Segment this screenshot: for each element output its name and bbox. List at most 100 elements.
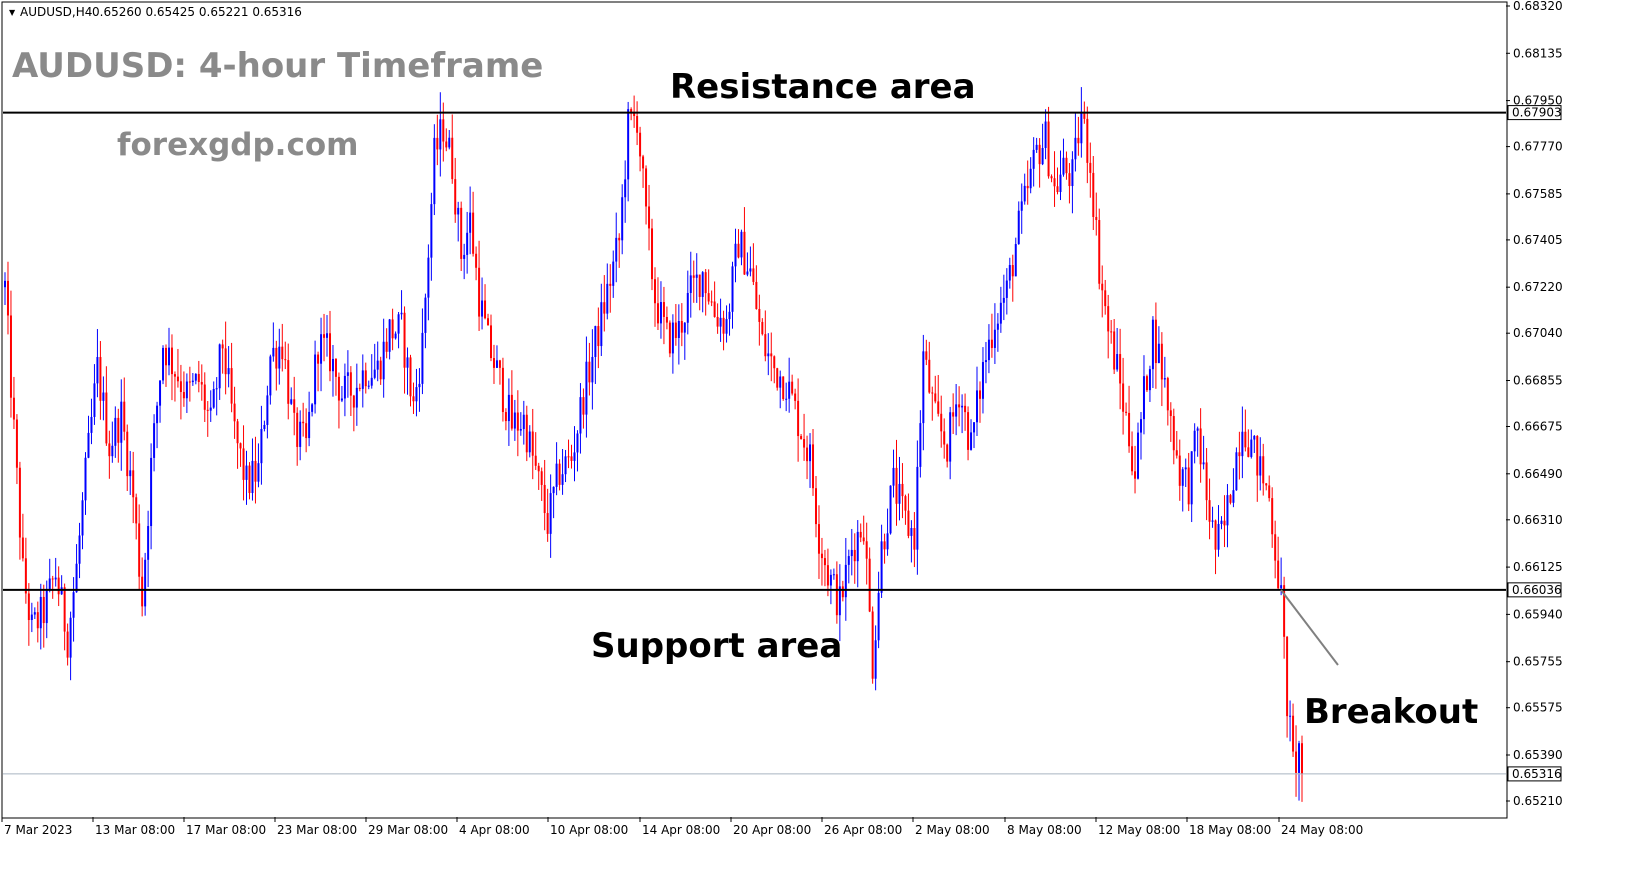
y-tick-label: 0.65575 [1513, 701, 1563, 715]
candle [439, 92, 442, 177]
candle [433, 124, 436, 216]
candle [367, 380, 370, 390]
candle-body [594, 326, 597, 357]
candle-body [895, 467, 898, 504]
candle-body [946, 444, 949, 462]
x-tick-label: 10 Apr 08:00 [550, 823, 628, 837]
candle [260, 405, 263, 485]
y-tick-label: 0.68135 [1513, 46, 1563, 60]
candle-body [194, 373, 197, 381]
candle-body [993, 329, 996, 348]
candle-body [1101, 283, 1104, 291]
candle-body [260, 428, 263, 464]
candle [832, 568, 835, 580]
candle [15, 414, 18, 485]
candle-body [96, 357, 99, 384]
candle [84, 452, 87, 515]
candle-body [1238, 452, 1241, 457]
candle [460, 201, 463, 271]
candle [308, 391, 311, 447]
candle [206, 401, 209, 437]
candle [537, 462, 540, 490]
candle-body [624, 179, 627, 198]
candle [290, 387, 293, 406]
candle-body [337, 376, 340, 401]
candle [185, 373, 188, 413]
candle-body [832, 574, 835, 576]
candle [1217, 505, 1220, 557]
candle-body [931, 392, 934, 394]
candle-body [686, 292, 689, 323]
candle-body [147, 526, 150, 560]
candle [859, 523, 862, 543]
candle-body [320, 334, 323, 364]
candle [21, 513, 24, 562]
candle-body [591, 356, 594, 383]
candle-body [340, 398, 343, 401]
candle-body [1289, 715, 1292, 717]
candle [93, 364, 96, 425]
candle [746, 252, 749, 277]
candle-body [373, 369, 376, 378]
candle-body [919, 423, 922, 467]
candle-body [1247, 447, 1250, 457]
candle [1298, 740, 1301, 801]
candle-body [800, 436, 803, 440]
candle [716, 303, 719, 334]
candle [662, 286, 665, 345]
candle-body [108, 443, 111, 457]
candle [230, 342, 233, 413]
candle-body [156, 405, 159, 424]
candle-body [1274, 534, 1277, 561]
candle [1011, 254, 1014, 302]
candle-body [653, 279, 656, 304]
candle [558, 459, 561, 491]
candle-body [1169, 410, 1172, 417]
candle [278, 328, 281, 385]
candle [1113, 318, 1116, 375]
candle-body [492, 358, 495, 368]
candle-body [126, 431, 129, 477]
candle [141, 557, 144, 617]
candle-body [600, 302, 603, 347]
candle-body [206, 409, 209, 411]
watermark-text: forexgdp.com [117, 127, 358, 163]
candle-body [1053, 178, 1056, 187]
candle [880, 524, 883, 598]
candle-body [188, 381, 191, 383]
candle [913, 512, 916, 568]
candle [182, 371, 185, 407]
candle-body [1220, 520, 1223, 524]
y-tick-label: 0.66310 [1513, 513, 1563, 527]
candle [949, 406, 952, 480]
candle [862, 515, 865, 545]
candle [1065, 151, 1068, 180]
candle-body [239, 443, 242, 449]
candle-body [1265, 483, 1268, 486]
candle [901, 463, 904, 519]
candle [704, 269, 707, 316]
candle [176, 348, 179, 388]
candle-body [200, 382, 203, 385]
candle-body [722, 317, 725, 334]
candle-body [1026, 185, 1029, 189]
candle-body [63, 587, 66, 632]
candle-body [1023, 185, 1026, 202]
header-dropdown-icon[interactable]: ▼ [9, 8, 16, 17]
candle-body [12, 397, 15, 420]
candle-body [892, 467, 895, 486]
candle [370, 354, 373, 389]
candle [671, 314, 674, 374]
candle-body [165, 347, 168, 366]
candle-body [317, 354, 320, 364]
candle-body [1277, 560, 1280, 589]
candle [1119, 328, 1122, 410]
candle [78, 522, 81, 579]
candle [656, 277, 659, 330]
x-tick-label: 2 May 08:00 [915, 823, 990, 837]
candle-body [415, 387, 418, 402]
candle [272, 322, 275, 362]
candle [504, 408, 507, 431]
